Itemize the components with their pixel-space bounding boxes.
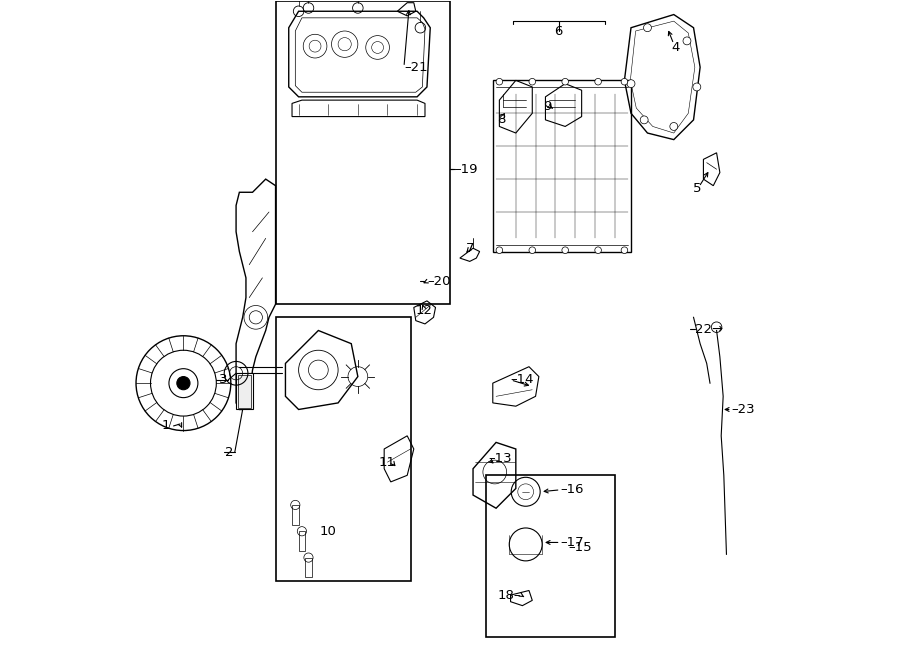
Text: 3: 3 bbox=[219, 373, 227, 387]
Text: 10: 10 bbox=[320, 525, 337, 538]
Circle shape bbox=[176, 377, 190, 390]
Circle shape bbox=[644, 24, 652, 32]
Bar bbox=[292, 505, 299, 525]
Circle shape bbox=[621, 247, 627, 253]
Text: –15: –15 bbox=[569, 541, 592, 554]
Circle shape bbox=[693, 83, 701, 91]
Bar bbox=[238, 375, 250, 408]
Text: 6: 6 bbox=[554, 24, 562, 38]
Circle shape bbox=[595, 247, 601, 253]
Text: –14: –14 bbox=[510, 373, 534, 387]
Text: 18–: 18– bbox=[498, 588, 521, 602]
Text: –13: –13 bbox=[488, 452, 512, 465]
Text: 9: 9 bbox=[544, 100, 552, 113]
Text: 11: 11 bbox=[379, 455, 396, 469]
Circle shape bbox=[562, 247, 569, 253]
Text: 12: 12 bbox=[415, 304, 432, 317]
Bar bbox=[305, 558, 311, 577]
Bar bbox=[275, 1, 450, 304]
Bar bbox=[486, 475, 615, 637]
Circle shape bbox=[529, 79, 535, 85]
Circle shape bbox=[621, 79, 627, 85]
Text: 4: 4 bbox=[671, 41, 680, 54]
Circle shape bbox=[640, 116, 648, 124]
Circle shape bbox=[670, 122, 678, 130]
Bar bbox=[299, 531, 305, 551]
Circle shape bbox=[562, 79, 569, 85]
Text: 1: 1 bbox=[161, 420, 170, 432]
Text: –19: –19 bbox=[454, 163, 478, 176]
Text: 2: 2 bbox=[225, 446, 234, 459]
Text: –21: –21 bbox=[404, 61, 428, 74]
Circle shape bbox=[683, 37, 691, 45]
Circle shape bbox=[496, 247, 503, 253]
Bar bbox=[236, 373, 253, 409]
Bar bbox=[275, 317, 410, 580]
Text: –17: –17 bbox=[561, 536, 584, 549]
Circle shape bbox=[627, 80, 635, 88]
Circle shape bbox=[529, 247, 535, 253]
Text: 7: 7 bbox=[465, 242, 474, 254]
Text: –23: –23 bbox=[732, 403, 755, 416]
Text: 5: 5 bbox=[693, 182, 701, 196]
Text: 22→: 22→ bbox=[695, 323, 723, 336]
Circle shape bbox=[496, 79, 503, 85]
Text: –16: –16 bbox=[561, 483, 584, 496]
Text: –20: –20 bbox=[428, 274, 451, 288]
Circle shape bbox=[595, 79, 601, 85]
Text: 8: 8 bbox=[497, 114, 506, 126]
